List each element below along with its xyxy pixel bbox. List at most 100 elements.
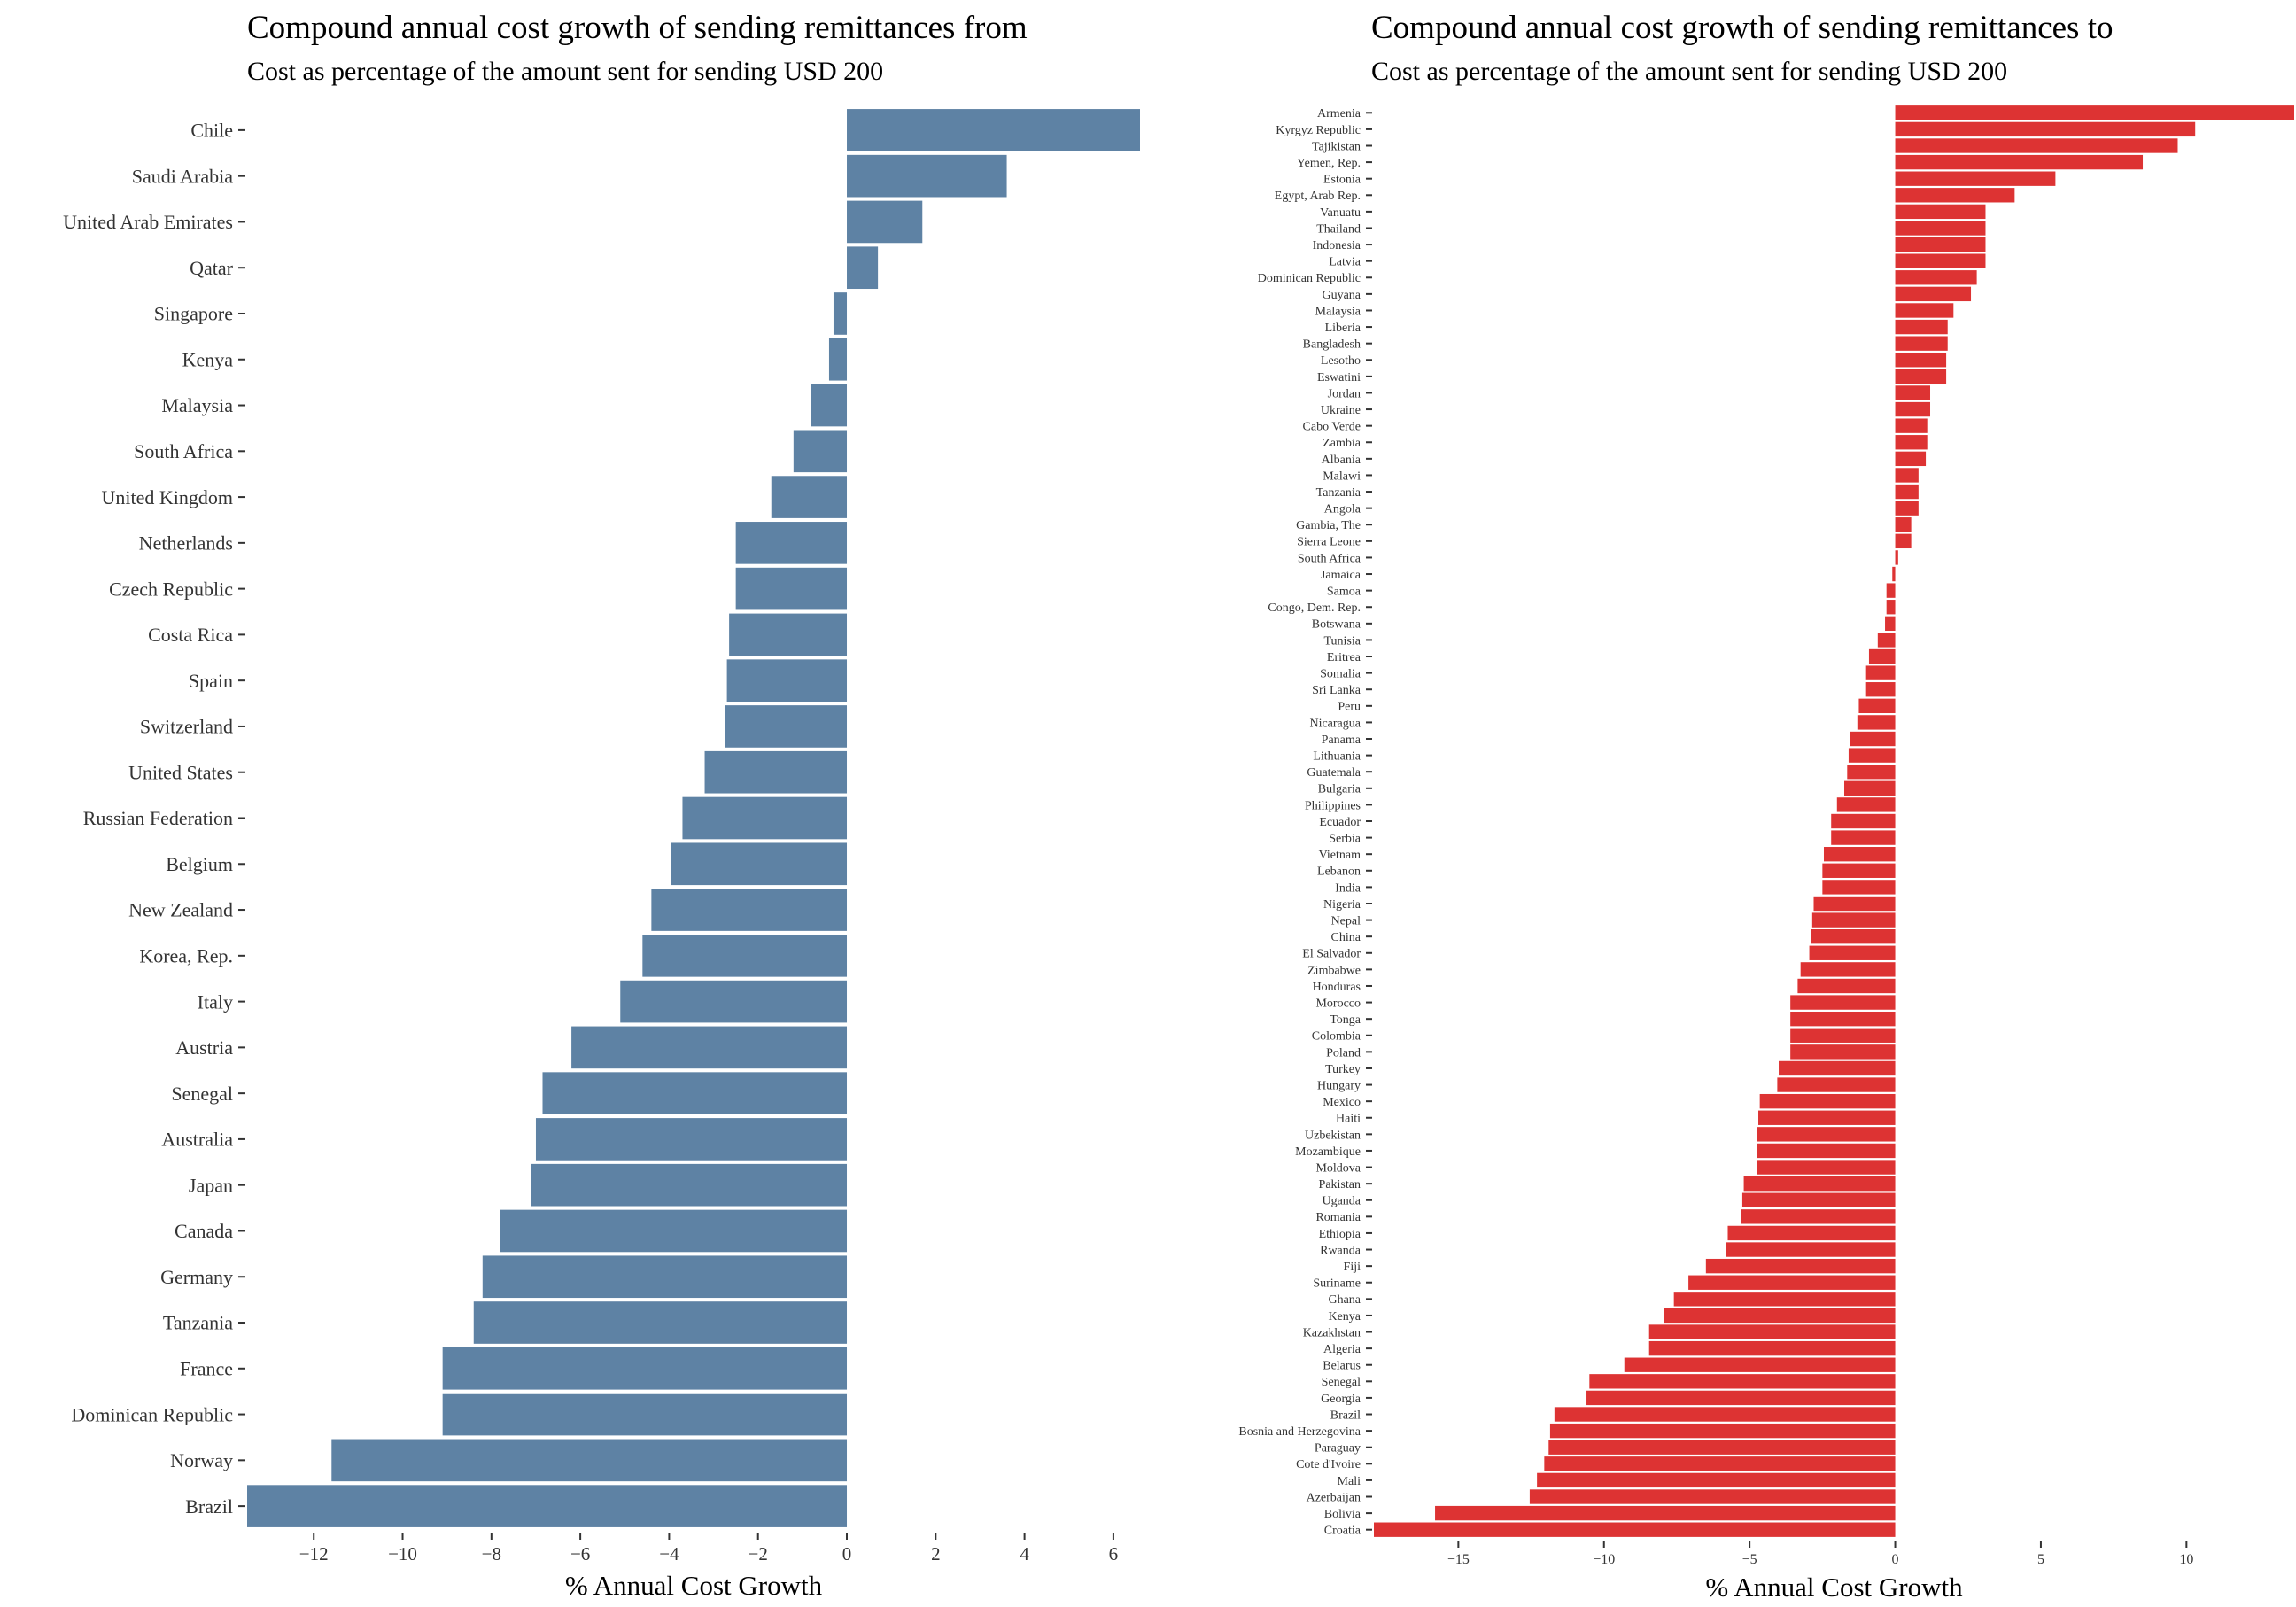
y-tick-label: Senegal — [1322, 1376, 1361, 1389]
bar — [1544, 1456, 1896, 1471]
bar — [1673, 1292, 1896, 1307]
y-tick-label: Kenya — [182, 348, 234, 370]
bar — [1648, 1324, 1896, 1339]
y-tick-label: Latvia — [1329, 256, 1361, 269]
y-tick-label: Singapore — [154, 303, 233, 325]
y-tick-label: Suriname — [1313, 1277, 1361, 1291]
y-tick-label: Spain — [189, 670, 233, 692]
y-tick-label: Vietnam — [1319, 849, 1361, 862]
bar — [735, 567, 848, 610]
bar — [1895, 418, 1928, 433]
y-tick-label: Moldova — [1315, 1161, 1361, 1175]
y-tick-label: Uganda — [1322, 1195, 1361, 1208]
bar — [1624, 1357, 1896, 1372]
bar — [1811, 929, 1896, 944]
y-tick-label: Tanzania — [163, 1312, 233, 1334]
bar — [1664, 1308, 1896, 1324]
y-tick-label: Honduras — [1313, 981, 1361, 994]
y-tick-label: Gambia, The — [1296, 519, 1361, 532]
bar — [1895, 533, 1912, 549]
y-tick-label: Mali — [1338, 1475, 1361, 1488]
bar — [1537, 1472, 1896, 1488]
bar — [1892, 566, 1896, 582]
y-tick-label: Liberia — [1325, 322, 1361, 335]
y-tick-label: Lebanon — [1317, 866, 1361, 879]
y-tick-label: Poland — [1326, 1046, 1361, 1060]
x-tick-label: −10 — [388, 1543, 417, 1564]
bar — [1895, 105, 2294, 120]
y-tick-label: Jordan — [1328, 387, 1361, 400]
bar — [1895, 401, 1931, 417]
bar — [1844, 780, 1896, 796]
x-tick-label: −15 — [1447, 1552, 1470, 1567]
bar — [1435, 1505, 1896, 1521]
bar — [793, 430, 848, 473]
y-tick-label: Ecuador — [1319, 816, 1361, 829]
y-tick-label: Brazil — [185, 1495, 233, 1518]
y-tick-label: Jamaica — [1321, 569, 1361, 582]
y-tick-label: Belarus — [1323, 1360, 1361, 1373]
x-tick-label: −2 — [749, 1543, 768, 1564]
y-tick-label: Pakistan — [1319, 1178, 1361, 1192]
y-tick-label: Switzerland — [140, 716, 233, 738]
x-tick-label: −10 — [1593, 1552, 1615, 1567]
y-tick-label: South Africa — [1298, 552, 1361, 565]
y-tick-label: El Salvador — [1302, 948, 1361, 961]
bar — [1895, 270, 1977, 285]
y-tick-label: Mexico — [1323, 1096, 1361, 1109]
bar — [1895, 468, 1919, 483]
y-tick-label: Eritrea — [1327, 651, 1361, 664]
y-tick-label: Botswana — [1312, 618, 1361, 632]
bar — [1705, 1258, 1896, 1274]
y-tick-label: India — [1335, 881, 1361, 895]
bar — [847, 246, 879, 290]
bar — [1822, 880, 1896, 895]
y-tick-label: Somalia — [1320, 668, 1361, 681]
y-tick-label: Uzbekistan — [1305, 1129, 1361, 1142]
y-tick-label: Nicaragua — [1309, 717, 1361, 730]
left-chart-subtitle: Cost as percentage of the amount sent fo… — [247, 57, 884, 86]
bar — [1757, 1160, 1896, 1175]
bar — [725, 705, 848, 748]
y-tick-label: Eswatini — [1317, 371, 1361, 384]
x-tick-label: 10 — [2179, 1552, 2193, 1567]
y-tick-label: Ghana — [1328, 1293, 1361, 1307]
y-tick-label: United States — [128, 761, 233, 783]
y-tick-label: Rwanda — [1320, 1244, 1361, 1257]
bar — [482, 1255, 848, 1299]
y-tick-label: Mozambique — [1295, 1145, 1361, 1159]
bar — [1648, 1340, 1896, 1356]
bar — [1895, 221, 1986, 236]
y-tick-label: Malawi — [1323, 470, 1361, 483]
x-tick-label: 0 — [1892, 1552, 1899, 1567]
y-tick-label: Korea, Rep. — [139, 945, 233, 967]
y-tick-label: Croatia — [1324, 1525, 1361, 1538]
y-tick-label: Tajikistan — [1312, 140, 1361, 153]
bar — [1529, 1489, 1896, 1504]
right-chart-subtitle: Cost as percentage of the amount sent fo… — [1371, 57, 2008, 86]
bar — [1811, 912, 1896, 928]
x-tick-label: −8 — [482, 1543, 501, 1564]
bar — [1895, 171, 2056, 186]
y-tick-label: Panama — [1322, 734, 1361, 747]
y-tick-label: Bolivia — [1324, 1508, 1361, 1521]
y-tick-label: Ukraine — [1321, 404, 1361, 417]
y-tick-label: Tonga — [1330, 1013, 1361, 1027]
bar — [1877, 633, 1896, 648]
left-chart-title: Compound annual cost growth of sending r… — [247, 10, 1028, 46]
bar — [1895, 336, 1948, 351]
y-tick-label: Armenia — [1317, 107, 1361, 120]
bar — [847, 154, 1007, 198]
bar — [1757, 1143, 1896, 1159]
bar — [651, 889, 848, 931]
bar — [247, 1485, 848, 1527]
y-tick-label: Kenya — [1328, 1310, 1361, 1324]
x-tick-label: 4 — [1020, 1543, 1029, 1564]
bar — [1895, 369, 1947, 384]
bar — [1895, 353, 1947, 368]
y-tick-label: United Kingdom — [102, 486, 234, 508]
bar — [1886, 583, 1896, 598]
y-tick-label: Azerbaijan — [1307, 1491, 1361, 1504]
y-tick-label: Hungary — [1317, 1079, 1361, 1092]
bar — [1586, 1390, 1896, 1406]
